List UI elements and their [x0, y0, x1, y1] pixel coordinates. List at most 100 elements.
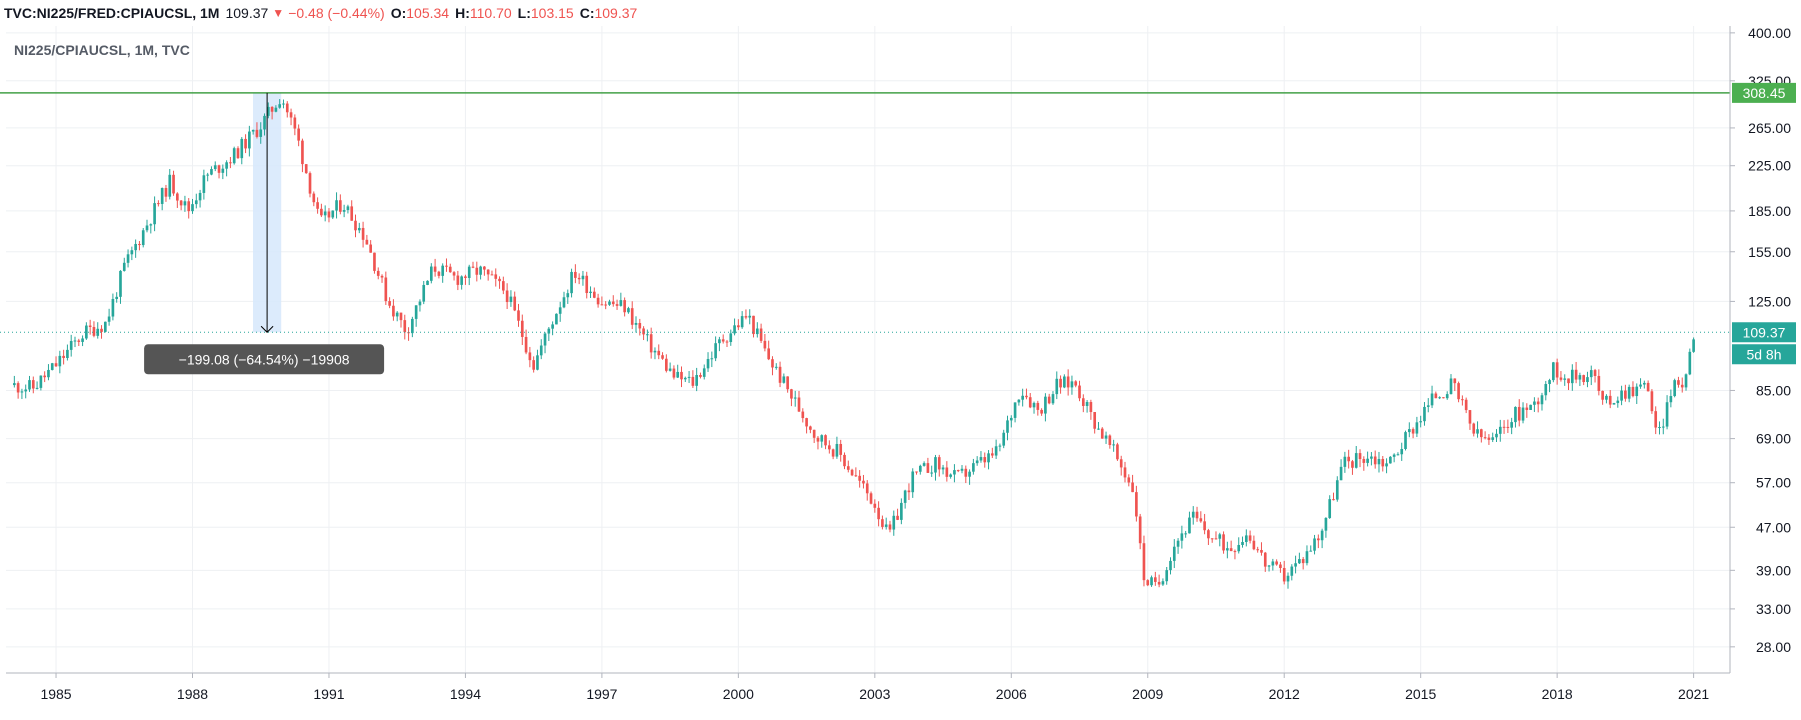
- candle-body: [1654, 411, 1658, 428]
- candle-body: [691, 376, 695, 386]
- candle-body: [744, 316, 748, 318]
- candle-body: [1589, 370, 1593, 378]
- candle-body: [1616, 400, 1620, 404]
- candle-body: [1555, 362, 1559, 378]
- candle-body: [301, 140, 304, 165]
- candle-body: [505, 290, 509, 303]
- open-value: 105.34: [406, 5, 450, 21]
- candles: [13, 99, 1695, 589]
- candle-body: [149, 224, 153, 226]
- candle-body: [20, 391, 24, 393]
- candle-body: [873, 503, 877, 508]
- candle-body: [562, 297, 566, 308]
- candle-body: [50, 363, 54, 370]
- candle-body: [399, 312, 403, 321]
- candle-body: [839, 443, 843, 455]
- y-tick-label: 85.00: [1756, 382, 1791, 398]
- candle-body: [179, 200, 183, 206]
- candle-body: [975, 460, 979, 464]
- x-tick-label: 2003: [859, 686, 890, 702]
- candle-body: [441, 265, 445, 276]
- candle-body: [1514, 406, 1517, 423]
- x-tick-label: 2012: [1269, 686, 1300, 702]
- candle-body: [1199, 518, 1203, 522]
- candle-body: [900, 502, 903, 520]
- candle-body: [1646, 382, 1650, 392]
- candle-body: [877, 507, 880, 520]
- candle-body: [1548, 380, 1551, 385]
- candle-body: [524, 336, 528, 353]
- y-tick-label: 265.00: [1748, 120, 1791, 136]
- candle-body: [194, 200, 198, 205]
- candle-body: [1396, 454, 1400, 456]
- candle-body: [1066, 376, 1070, 388]
- candle-body: [31, 380, 35, 389]
- candle-body: [350, 206, 354, 221]
- candle-body: [1282, 568, 1286, 582]
- candle-body: [1074, 381, 1078, 386]
- candle-body: [411, 318, 414, 334]
- candle-body: [259, 129, 263, 137]
- candle-body: [452, 272, 456, 276]
- candle-body: [1135, 492, 1138, 517]
- candle-body: [1483, 437, 1487, 439]
- candle-body: [85, 325, 88, 339]
- candle-body: [263, 115, 266, 130]
- candle-body: [1389, 456, 1392, 464]
- candle-body: [24, 389, 28, 392]
- candle-body: [949, 474, 952, 477]
- candle-body: [1567, 378, 1570, 384]
- open-label: O:: [390, 5, 407, 21]
- candle-body: [1381, 458, 1385, 467]
- candle-body: [1661, 426, 1665, 428]
- candle-body: [498, 278, 501, 282]
- chart-grid: [0, 26, 1801, 720]
- candle-body: [896, 515, 899, 520]
- candle-body: [354, 220, 357, 231]
- candle-body: [869, 493, 873, 504]
- candle-body: [759, 328, 763, 341]
- close-value: 109.37: [594, 5, 638, 21]
- candle-body: [1358, 453, 1362, 460]
- candle-body: [160, 188, 164, 204]
- candle-body: [672, 368, 676, 378]
- candle-body: [1013, 402, 1017, 418]
- candle-body: [649, 334, 653, 353]
- candle-body: [1032, 402, 1036, 408]
- candle-body: [1559, 377, 1563, 380]
- candle-body: [47, 369, 50, 378]
- candle-body: [217, 165, 221, 173]
- candle-body: [1643, 382, 1646, 385]
- measure-label: −199.08 (−64.54%) −19908: [179, 351, 350, 367]
- candle-body: [953, 470, 956, 475]
- candle-body: [1487, 437, 1491, 440]
- candle-body: [737, 325, 740, 328]
- candle-body: [1097, 428, 1100, 430]
- candle-body: [357, 227, 361, 231]
- candle-body: [1305, 551, 1309, 564]
- candle-body: [574, 271, 577, 278]
- candle-body: [210, 169, 213, 175]
- candle-body: [604, 304, 608, 306]
- x-tick-label: 1985: [40, 686, 71, 702]
- candle-body: [1351, 461, 1354, 468]
- candle-body: [922, 463, 926, 466]
- candle-body: [1366, 458, 1369, 463]
- candle-body: [1093, 412, 1097, 429]
- candle-body: [62, 355, 65, 359]
- last-price: 109.37: [225, 5, 269, 21]
- x-tick-label: 2009: [1132, 686, 1163, 702]
- candle-body: [1131, 482, 1134, 493]
- candle-body: [1684, 374, 1688, 388]
- candle-body: [225, 162, 228, 169]
- candle-body: [1533, 401, 1536, 405]
- candle-body: [115, 296, 119, 299]
- candle-body: [153, 203, 156, 225]
- close-label: C:: [579, 5, 595, 21]
- symbol-label[interactable]: TVC:NI225/FRED:CPIAUCSL, 1M: [4, 5, 220, 21]
- x-tick-label: 2015: [1405, 686, 1436, 702]
- candle-body: [627, 308, 630, 313]
- candle-body: [1241, 542, 1244, 545]
- candle-body: [69, 340, 73, 350]
